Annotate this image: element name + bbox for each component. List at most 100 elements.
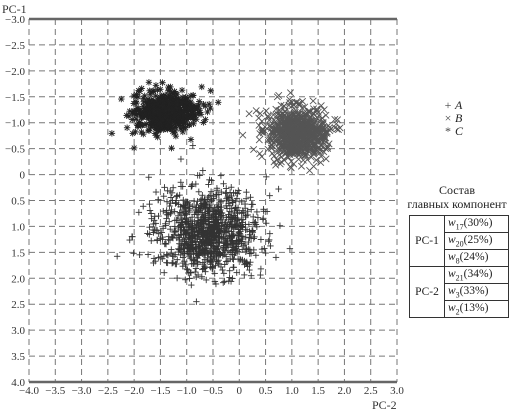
point-series-a bbox=[175, 232, 182, 239]
point-series-a bbox=[234, 209, 241, 217]
point-series-a bbox=[160, 269, 168, 276]
point-series-c bbox=[165, 100, 172, 107]
y-tick-label: 1.5 bbox=[11, 247, 25, 259]
point-series-b bbox=[307, 126, 315, 134]
point-series-a bbox=[230, 264, 238, 271]
point-series-a bbox=[221, 278, 228, 285]
point-series-b bbox=[311, 142, 319, 150]
point-series-a bbox=[202, 201, 209, 208]
point-series-b bbox=[275, 91, 283, 99]
point-series-a bbox=[228, 209, 236, 217]
point-series-a bbox=[172, 251, 179, 258]
point-series-c bbox=[147, 91, 154, 98]
point-series-a bbox=[272, 254, 280, 261]
point-series-a bbox=[238, 224, 246, 231]
point-series-c bbox=[140, 110, 148, 118]
point-series-a bbox=[213, 185, 221, 192]
point-series-b bbox=[322, 145, 330, 153]
point-series-b bbox=[299, 156, 307, 164]
point-series-a bbox=[152, 188, 160, 196]
point-series-a bbox=[223, 258, 230, 265]
point-series-b bbox=[291, 106, 299, 114]
point-series-a bbox=[177, 214, 185, 222]
point-series-a bbox=[232, 249, 239, 257]
point-series-c bbox=[126, 107, 133, 115]
point-series-a bbox=[193, 204, 200, 211]
point-series-a bbox=[190, 257, 198, 264]
y-tick-label: 0.5 bbox=[11, 196, 25, 208]
point-series-b bbox=[317, 141, 325, 149]
point-series-a bbox=[174, 192, 181, 199]
point-series-b bbox=[322, 125, 330, 133]
point-series-a bbox=[146, 200, 153, 208]
point-series-a bbox=[172, 200, 179, 207]
point-series-a bbox=[228, 247, 236, 254]
point-series-b bbox=[258, 153, 266, 161]
point-series-a bbox=[160, 207, 167, 215]
point-series-b bbox=[312, 156, 320, 164]
point-series-b bbox=[320, 106, 328, 114]
point-series-a bbox=[172, 260, 179, 268]
point-series-c bbox=[165, 87, 172, 94]
point-series-b bbox=[309, 97, 317, 105]
point-series-c bbox=[130, 144, 138, 152]
point-series-a bbox=[252, 218, 259, 226]
point-series-a bbox=[211, 235, 218, 243]
point-series-c bbox=[133, 91, 140, 98]
point-series-a bbox=[211, 223, 218, 230]
point-series-c bbox=[175, 117, 183, 124]
point-series-a bbox=[215, 210, 222, 218]
point-series-a bbox=[232, 189, 239, 196]
composition-title-line2: главных компонент bbox=[407, 197, 507, 211]
point-series-b bbox=[319, 130, 327, 138]
point-series-b bbox=[268, 141, 276, 149]
point-series-b bbox=[277, 113, 285, 121]
point-series-a bbox=[206, 192, 214, 199]
pc-label: PC-1 bbox=[409, 215, 445, 267]
point-series-a bbox=[215, 211, 223, 218]
point-series-a bbox=[229, 237, 236, 245]
x-tick-label: −1.5 bbox=[150, 385, 170, 397]
point-series-c bbox=[198, 83, 205, 91]
point-series-a bbox=[209, 264, 216, 271]
point-series-c bbox=[183, 99, 190, 106]
point-series-b bbox=[286, 89, 295, 97]
point-series-c bbox=[196, 98, 203, 105]
x-tick-label: 0.5 bbox=[259, 385, 273, 397]
point-series-a bbox=[243, 188, 250, 196]
point-series-a bbox=[286, 245, 294, 252]
point-series-a bbox=[168, 206, 175, 214]
y-tick-label: 4.0 bbox=[11, 377, 25, 389]
point-series-a bbox=[238, 232, 245, 240]
point-series-a bbox=[247, 272, 255, 279]
point-series-b bbox=[252, 107, 260, 115]
point-series-c bbox=[130, 100, 137, 107]
point-series-a bbox=[146, 207, 154, 214]
point-series-a bbox=[183, 265, 190, 273]
y-tick-label: 0 bbox=[20, 170, 26, 182]
point-series-b bbox=[286, 149, 294, 157]
point-series-c bbox=[108, 130, 116, 137]
point-series-a bbox=[250, 213, 257, 221]
point-series-a bbox=[184, 218, 191, 225]
tick-labels: −4.0 −3.5 −3.0 −2.5 −2.0 −1.5 −1.0 −0.5 0 0.5 1.0 1… bbox=[5, 14, 404, 397]
table-row: PC-2 w21(34%) bbox=[409, 266, 509, 318]
point-series-b bbox=[333, 116, 342, 124]
point-series-b bbox=[272, 161, 280, 169]
point-series-b bbox=[286, 138, 294, 146]
y-tick-label: −2.5 bbox=[5, 40, 25, 52]
point-series-b bbox=[320, 137, 328, 145]
x-tick-label: 3.0 bbox=[390, 385, 404, 397]
point-series-c bbox=[180, 117, 187, 125]
point-series-a bbox=[230, 223, 237, 231]
point-series-a bbox=[162, 240, 170, 248]
point-series-a bbox=[154, 196, 162, 204]
point-series-a bbox=[195, 205, 203, 213]
point-series-a bbox=[217, 263, 225, 271]
point-series-c bbox=[123, 112, 130, 119]
point-series-a bbox=[217, 206, 224, 214]
x-tick-label: 1.5 bbox=[311, 385, 325, 397]
point-series-b bbox=[285, 131, 293, 139]
point-series-b bbox=[326, 124, 334, 132]
point-series-a bbox=[190, 197, 198, 205]
